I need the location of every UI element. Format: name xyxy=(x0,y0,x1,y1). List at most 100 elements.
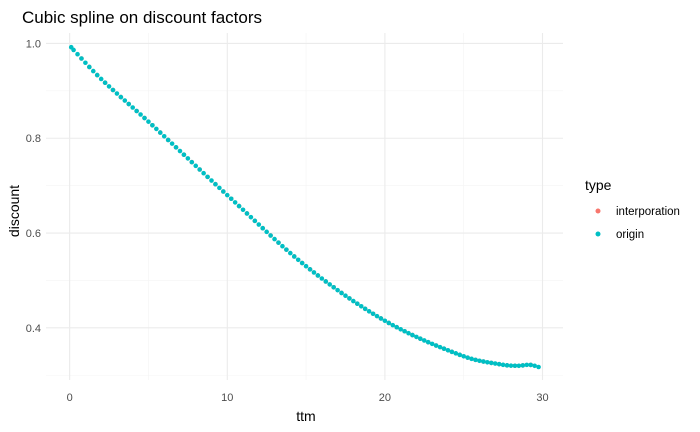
origin-point xyxy=(224,192,230,198)
origin-point xyxy=(528,362,533,368)
origin-point xyxy=(524,362,530,368)
origin-point xyxy=(504,363,510,368)
y-axis: 0.4 0.6 0.8 1.0 xyxy=(26,38,41,334)
origin-point xyxy=(485,359,490,365)
origin-point xyxy=(319,276,325,281)
origin-point xyxy=(276,240,281,245)
origin-point xyxy=(248,214,254,220)
origin-point xyxy=(429,341,435,347)
origin-point xyxy=(441,346,447,352)
origin-point xyxy=(106,84,112,89)
origin-point xyxy=(477,358,482,364)
origin-point xyxy=(457,352,463,358)
origin-point xyxy=(213,181,218,187)
y-tick-label: 0.4 xyxy=(26,323,41,335)
origin-point xyxy=(114,91,120,96)
x-tick-label: 0 xyxy=(67,392,73,404)
origin-point xyxy=(382,318,388,324)
origin-point xyxy=(414,334,419,340)
origin-point xyxy=(362,306,368,312)
origin-point xyxy=(433,343,439,348)
origin-point xyxy=(232,200,238,205)
origin-point xyxy=(394,324,400,330)
origin-point xyxy=(217,185,222,191)
origin-point xyxy=(488,360,494,366)
origin-point xyxy=(453,351,459,356)
origin-point xyxy=(378,316,384,321)
legend-key-origin xyxy=(595,231,601,237)
origin-point xyxy=(303,263,309,269)
origin-point xyxy=(418,336,423,342)
x-tick-label: 10 xyxy=(221,392,233,404)
origin-point xyxy=(536,364,541,370)
x-tick-label: 20 xyxy=(379,392,391,404)
origin-point xyxy=(90,68,96,74)
legend-key-interporation xyxy=(595,208,601,214)
origin-point xyxy=(295,257,301,263)
y-tick-label: 0.6 xyxy=(26,228,41,240)
origin-point xyxy=(79,56,84,61)
origin-point xyxy=(126,101,132,107)
origin-point xyxy=(209,178,214,183)
origin-point xyxy=(449,349,455,355)
origin-point xyxy=(256,222,262,227)
origin-point xyxy=(138,112,143,117)
origin-point xyxy=(221,189,226,194)
origin-point xyxy=(406,330,411,336)
origin-point xyxy=(374,313,380,319)
origin-point xyxy=(323,279,329,284)
origin-point xyxy=(284,247,289,252)
origin-point xyxy=(268,233,273,238)
x-axis-title: ttm xyxy=(296,408,315,424)
legend-title: type xyxy=(585,177,612,193)
origin-point xyxy=(288,250,293,256)
origin-point xyxy=(469,356,474,362)
origin-point xyxy=(142,115,147,121)
origin-point xyxy=(236,203,242,209)
origin-point xyxy=(264,229,269,235)
origin-point xyxy=(496,361,502,367)
origin-point xyxy=(272,236,277,242)
origin-point xyxy=(347,296,352,301)
origin-point xyxy=(512,363,518,369)
origin-point xyxy=(421,338,427,343)
origin-point xyxy=(197,167,202,172)
x-tick-label: 30 xyxy=(536,392,548,404)
origin-point xyxy=(425,339,431,345)
origin-point xyxy=(280,243,285,249)
origin-point xyxy=(410,332,415,338)
origin-point xyxy=(134,108,139,114)
origin-point xyxy=(169,141,175,146)
origin-point xyxy=(311,270,317,275)
legend: type interporation origin xyxy=(585,177,680,241)
origin-point xyxy=(398,326,403,332)
origin-point xyxy=(492,361,498,366)
origin-point xyxy=(386,320,392,326)
origin-point xyxy=(343,293,348,299)
origin-point xyxy=(358,304,364,309)
origin-point xyxy=(154,126,159,132)
origin-point xyxy=(240,207,246,213)
origin-point xyxy=(205,174,210,180)
origin-point xyxy=(366,309,372,314)
y-axis-title: discount xyxy=(6,185,22,237)
origin-point xyxy=(181,152,187,158)
origin-point xyxy=(473,357,478,363)
origin-point xyxy=(98,76,104,82)
y-tick-label: 1.0 xyxy=(26,38,41,50)
origin-point xyxy=(465,355,470,360)
origin-point xyxy=(532,363,537,369)
origin-point xyxy=(402,328,407,334)
origin-point xyxy=(307,267,313,272)
origin-point xyxy=(130,105,135,110)
origin-point xyxy=(327,282,333,287)
chart-title: Cubic spline on discount factors xyxy=(22,8,262,27)
origin-point xyxy=(165,137,171,143)
origin-point xyxy=(122,98,128,103)
origin-point xyxy=(260,225,266,231)
origin-point xyxy=(110,87,116,93)
origin-point xyxy=(102,80,108,86)
origin-point xyxy=(146,119,151,124)
points-layer xyxy=(68,44,541,370)
